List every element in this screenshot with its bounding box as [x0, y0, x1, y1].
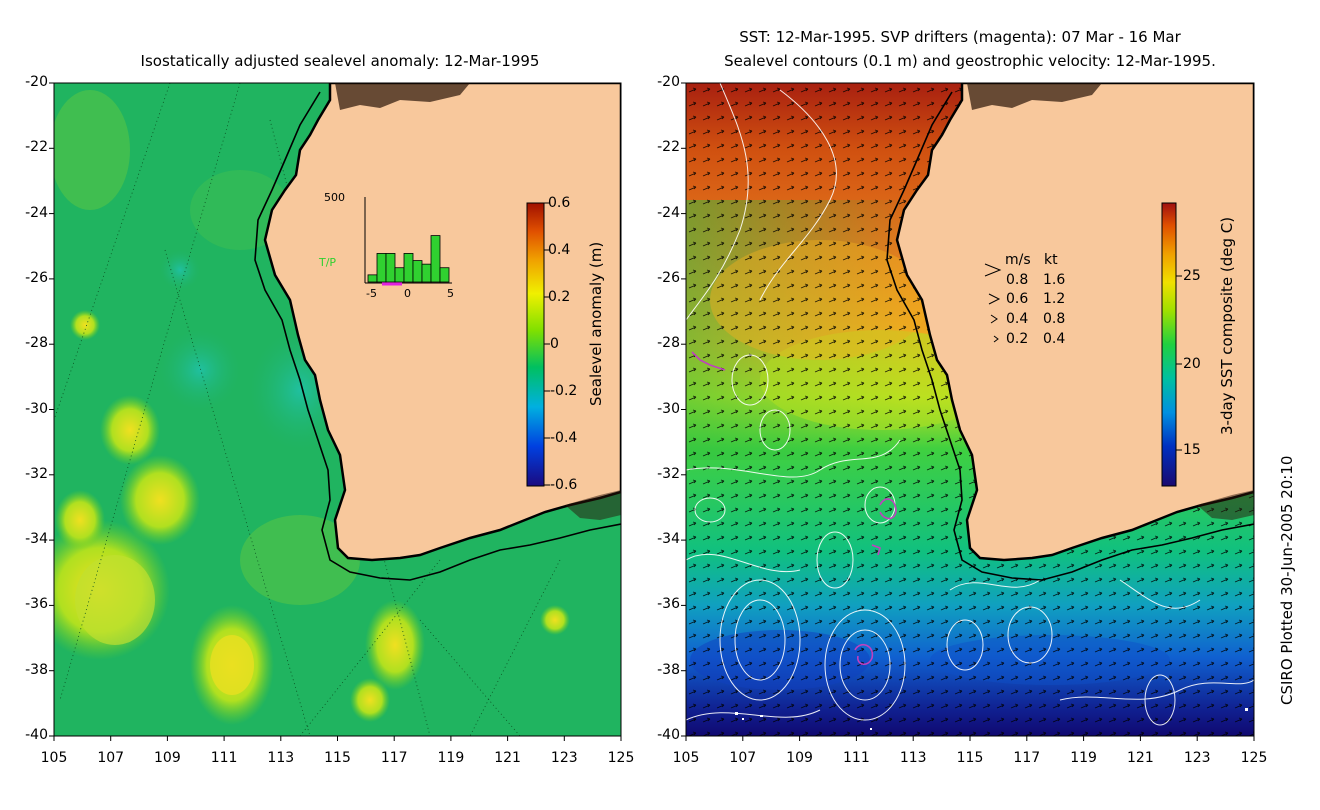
y-axis-tick-label: -22: [25, 139, 48, 156]
right-colorbar-ticks: [1176, 275, 1182, 451]
velocity-legend-arrows: [984, 263, 1002, 343]
right-map-title-line1: SST: 12-Mar-1995. SVP drifters (magenta)…: [739, 28, 1181, 46]
inset-bar: [421, 263, 432, 283]
x-axis-tick-label: 119: [1070, 750, 1097, 766]
satellite-tracks: [54, 83, 561, 736]
inset-bars: [367, 235, 450, 283]
x-axis-tick-label: 107: [97, 750, 125, 766]
y-axis-tick-label: -32: [657, 465, 680, 482]
left-colorbar-tick: -0.6: [550, 477, 578, 493]
left-colorbar-tick: 0: [550, 336, 559, 352]
y-axis-tick-label: -30: [25, 400, 48, 417]
inset-bar: [385, 253, 396, 283]
inset-ymax-label: 500: [324, 191, 345, 204]
left-colorbar-tick: 0.6: [548, 195, 571, 211]
x-axis-tick-label: 111: [843, 750, 870, 766]
y-axis-tick-label: -22: [657, 139, 680, 156]
x-axis-tick-label: 119: [437, 750, 465, 766]
inset-bar: [412, 260, 423, 283]
right-map-title-line2: Sealevel contours (0.1 m) and geostrophi…: [724, 52, 1216, 70]
x-axis-tick-label: 111: [210, 750, 238, 766]
left-colorbar-ticks: [544, 202, 550, 486]
cloud-mask-specks: [735, 708, 1248, 730]
x-axis-tick-label: 117: [380, 750, 408, 766]
inset-bar: [430, 235, 441, 283]
axis-ticks: [49, 82, 1255, 741]
velocity-legend-kt: 1.6: [1043, 272, 1066, 288]
y-axis-tick-label: -26: [657, 269, 680, 286]
left-colorbar-tick: -0.2: [550, 383, 578, 399]
left-colorbar-label: Sealevel anomaly (m): [587, 241, 605, 406]
velocity-legend-header-kt: kt: [1044, 252, 1058, 268]
x-axis-tick-label: 125: [1240, 750, 1268, 766]
right-map: [686, 83, 1254, 736]
y-axis-tick-label: -36: [25, 596, 48, 613]
x-axis-tick-label: 123: [550, 750, 578, 766]
svp-drifter-tracks: [691, 351, 897, 665]
x-axis-tick-label: 109: [786, 750, 813, 766]
y-axis-tick-label: -30: [657, 400, 680, 417]
inset-bar: [367, 274, 378, 283]
velocity-legend-kt: 1.2: [1043, 291, 1066, 307]
plot-credit: CSIRO Plotted 30-Jun-2005 20:10: [1278, 455, 1296, 705]
right-colorbar-tick: 15: [1183, 442, 1201, 458]
x-axis-tick-label: 115: [956, 750, 984, 766]
x-axis-tick-label: 113: [267, 750, 295, 766]
inset-xtick: -5: [366, 287, 377, 300]
x-axis-tick-label: 123: [1183, 750, 1211, 766]
y-axis-tick-label: -20: [25, 74, 48, 90]
left-colorbar-tick: 0.4: [548, 242, 571, 258]
y-axis-tick-label: -28: [25, 335, 48, 352]
y-axis-tick-label: -38: [657, 661, 680, 678]
x-axis-tick-label: 117: [1013, 750, 1041, 766]
inset-xtick: 0: [404, 287, 411, 300]
x-axis-tick-label: 107: [729, 750, 757, 766]
inset-source-label: T/P: [319, 256, 337, 269]
velocity-legend-ms: 0.8: [1006, 272, 1029, 288]
y-axis-tick-label: -32: [25, 465, 48, 482]
velocity-legend-ms: 0.2: [1006, 331, 1029, 347]
inset-bar: [394, 267, 405, 283]
y-axis-tick-label: -38: [25, 661, 48, 678]
left-colorbar: [526, 202, 545, 487]
velocity-legend-header-ms: m/s: [1005, 252, 1031, 268]
x-axis-tick-label: 121: [1127, 750, 1154, 766]
x-axis-tick-label: 121: [494, 750, 521, 766]
y-axis-tick-label: -36: [657, 596, 680, 613]
velocity-legend-kt: 0.4: [1043, 331, 1066, 347]
right-colorbar-tick: 20: [1183, 356, 1201, 372]
inset-histogram: [364, 197, 452, 286]
y-axis-tick-label: -34: [657, 531, 680, 548]
velocity-legend-ms: 0.4: [1006, 311, 1029, 327]
y-axis-tick-label: -26: [25, 269, 48, 286]
y-axis-tick-label: -40: [25, 727, 48, 743]
y-axis-tick-label: -40: [657, 727, 680, 743]
inset-bar: [439, 267, 450, 283]
x-axis-tick-label: 109: [154, 750, 181, 766]
left-colorbar-tick: -0.4: [550, 430, 578, 446]
velocity-legend-kt: 0.8: [1043, 311, 1066, 327]
y-axis-tick-label: -34: [25, 531, 48, 548]
x-axis-tick-label: 105: [672, 750, 700, 766]
y-axis-tick-label: -24: [25, 204, 48, 221]
x-axis-tick-label: 125: [607, 750, 635, 766]
x-axis-tick-label: 115: [324, 750, 351, 766]
y-axis-tick-label: -24: [657, 204, 680, 221]
inset-bar: [403, 253, 414, 283]
x-axis-tick-label: 105: [40, 750, 68, 766]
x-axis-tick-label: 113: [899, 750, 927, 766]
y-axis-tick-label: -20: [657, 74, 680, 90]
right-colorbar-label: 3-day SST composite (deg C): [1218, 216, 1236, 435]
inset-xtick: 5: [447, 287, 454, 300]
velocity-legend-ms: 0.6: [1006, 291, 1029, 307]
inset-bar: [376, 253, 387, 283]
y-axis-tick-label: -28: [657, 335, 680, 352]
left-map-title: Isostatically adjusted sealevel anomaly:…: [140, 52, 540, 70]
right-colorbar: [1161, 202, 1177, 487]
left-colorbar-tick: 0.2: [548, 289, 571, 305]
right-colorbar-tick: 25: [1183, 268, 1201, 284]
